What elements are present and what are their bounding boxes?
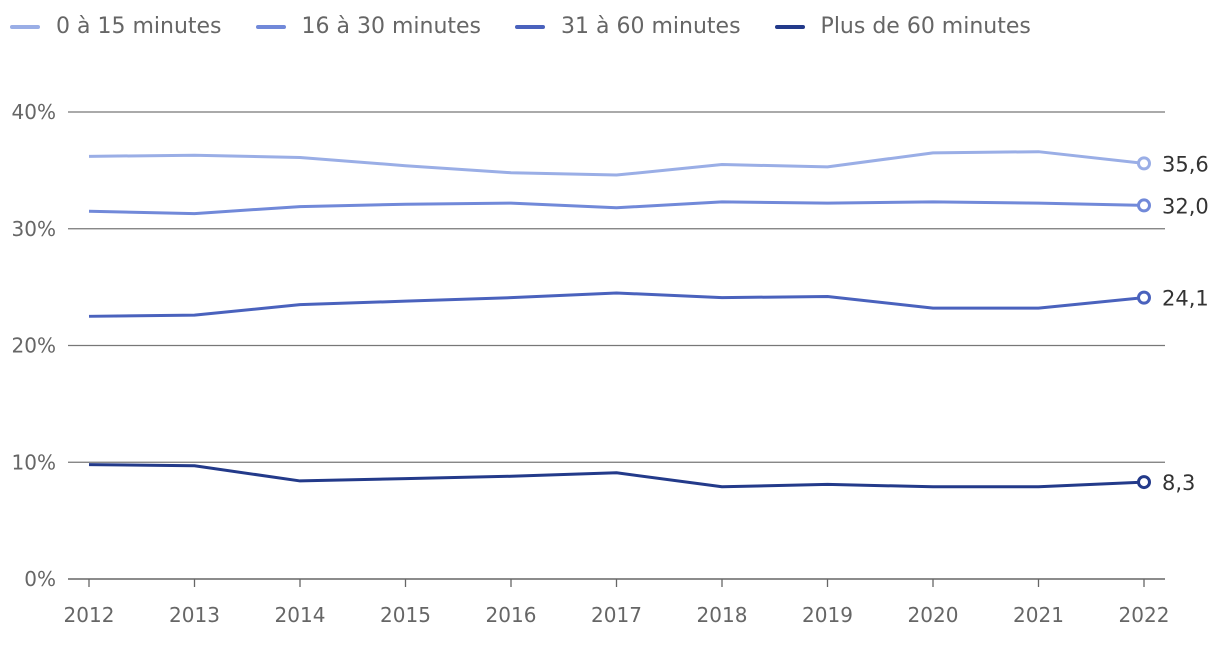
end-point-marker <box>1137 475 1151 490</box>
series-line <box>88 150 1145 177</box>
x-tick-label: 2014 <box>275 603 326 627</box>
legend-label: 16 à 30 minutes <box>301 14 482 39</box>
series-line <box>88 200 1145 216</box>
x-tick-label: 2022 <box>1119 603 1170 627</box>
end-value-label: 32,0 <box>1162 194 1209 218</box>
x-tick-label: 2016 <box>486 603 537 627</box>
legend-label: 31 à 60 minutes <box>561 14 741 39</box>
legend-label: Plus de 60 minutes <box>820 14 1031 39</box>
y-tick-label: 40% <box>12 100 56 124</box>
series-line <box>88 463 1145 489</box>
legend-item: 16 à 30 minutes <box>255 14 482 39</box>
x-tick-label: 2018 <box>697 603 748 627</box>
series-line <box>88 291 1145 318</box>
legend-swatch <box>10 24 40 29</box>
chart-legend: 0 à 15 minutes 16 à 30 minutes 31 à 60 min… <box>10 14 1065 39</box>
legend-item: 0 à 15 minutes <box>10 14 222 39</box>
legend-swatch <box>515 24 546 29</box>
x-tick-label: 2013 <box>169 603 220 627</box>
y-tick-label: 20% <box>12 334 56 358</box>
end-value-label: 24,1 <box>1162 287 1209 311</box>
y-tick-label: 10% <box>12 450 56 474</box>
legend-label: 0 à 15 minutes <box>56 14 222 39</box>
x-tick-label: 2021 <box>1013 603 1064 627</box>
x-tick-label: 2020 <box>908 603 959 627</box>
y-tick-label: 0% <box>24 567 56 591</box>
legend-item: Plus de 60 minutes <box>774 14 1031 39</box>
end-point-marker <box>1137 156 1151 171</box>
x-tick-label: 2017 <box>591 603 642 627</box>
x-tick-label: 2015 <box>380 603 431 627</box>
x-tick-label: 2019 <box>802 603 853 627</box>
legend-swatch <box>255 24 286 29</box>
end-point-marker <box>1137 198 1151 213</box>
end-point-marker <box>1137 290 1151 305</box>
end-value-label: 8,3 <box>1162 471 1195 495</box>
y-tick-label: 30% <box>12 217 56 241</box>
legend-item: 31 à 60 minutes <box>515 14 741 39</box>
end-value-label: 35,6 <box>1162 152 1209 176</box>
legend-swatch <box>774 24 805 29</box>
x-tick-label: 2012 <box>64 603 115 627</box>
